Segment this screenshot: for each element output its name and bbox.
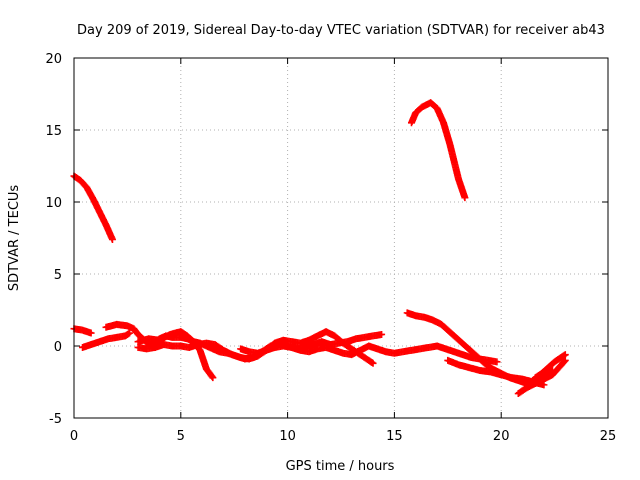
series-track-4 — [79, 329, 134, 351]
x-tick-label: 25 — [600, 429, 617, 444]
series-track-6 — [134, 328, 217, 382]
data-point — [126, 329, 134, 337]
data-point — [560, 357, 568, 365]
x-tick-label: 20 — [493, 429, 510, 444]
x-tick-label: 15 — [386, 429, 403, 444]
data-point — [209, 374, 217, 382]
series-track-11 — [531, 351, 569, 382]
data-point — [561, 351, 569, 359]
data-point — [461, 194, 469, 202]
data-tracks — [70, 99, 569, 398]
chart-title: Day 209 of 2019, Sidereal Day-to-day VTE… — [77, 23, 605, 38]
x-tick-label: 0 — [70, 429, 78, 444]
x-tick-label: 5 — [177, 429, 185, 444]
series-track-8 — [237, 342, 501, 366]
y-tick-label: 5 — [54, 268, 62, 283]
plot-frame — [73, 57, 609, 419]
x-axis-label: GPS time / hours — [286, 459, 395, 474]
x-tick-label: 10 — [279, 429, 296, 444]
grid — [74, 58, 608, 418]
series-track-10 — [514, 356, 569, 398]
data-point — [208, 373, 216, 381]
y-tick-label: 15 — [45, 124, 62, 139]
series-track-12 — [444, 356, 548, 389]
y-tick-label: 0 — [54, 340, 62, 355]
y-tick-label: 20 — [45, 52, 62, 67]
axis-ticks: 0 5 10 15 20 25 -5 0 5 10 15 20 — [45, 52, 616, 444]
data-point — [378, 330, 386, 338]
data-point — [108, 235, 116, 243]
y-axis-label: SDTVAR / TECUs — [7, 185, 22, 292]
data-point — [87, 329, 95, 337]
series-track-1 — [70, 172, 116, 243]
series-track-3 — [70, 325, 95, 337]
data-point — [369, 359, 377, 367]
y-tick-label: -5 — [49, 412, 62, 427]
data-point — [493, 358, 501, 366]
data-point — [540, 381, 548, 389]
y-tick-label: 10 — [45, 196, 62, 211]
series-track-2 — [407, 99, 469, 202]
